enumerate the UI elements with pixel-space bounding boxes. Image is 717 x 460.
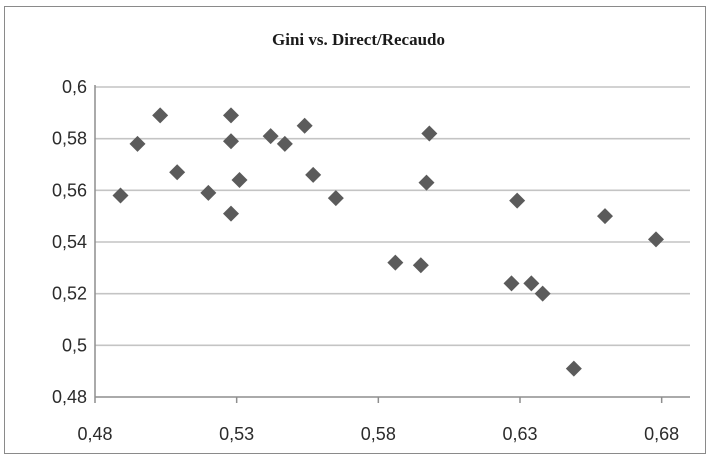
y-axis-ticks: 0,6 0,58 0,56 0,54 0,52 0,5 0,48 (52, 77, 87, 407)
data-points (112, 107, 664, 377)
y-tick-label: 0,52 (52, 284, 87, 304)
data-point (509, 192, 526, 209)
chart-frame (4, 6, 706, 454)
x-tick-label: 0,58 (361, 424, 396, 444)
data-point (262, 128, 279, 145)
data-point (112, 187, 129, 204)
x-axis-ticks: 0,48 0,53 0,58 0,63 0,68 (77, 397, 679, 444)
y-tick-label: 0,56 (52, 180, 87, 200)
data-point (223, 107, 239, 124)
data-point (169, 164, 186, 181)
x-tick-label: 0,48 (77, 424, 112, 444)
data-point (305, 166, 322, 183)
data-point (418, 174, 435, 191)
data-point (296, 117, 313, 134)
gridlines (95, 86, 690, 347)
data-point (503, 275, 520, 292)
data-point (421, 125, 438, 142)
data-point (565, 360, 582, 377)
data-point (534, 285, 551, 302)
data-point (223, 133, 239, 150)
y-tick-label: 0,5 (62, 335, 87, 355)
data-point (412, 257, 429, 274)
x-tick-label: 0,63 (502, 424, 537, 444)
data-point (276, 135, 293, 152)
data-point (327, 190, 344, 207)
data-point (648, 231, 664, 248)
data-point (387, 254, 404, 271)
data-point (523, 275, 540, 292)
y-tick-label: 0,48 (52, 387, 87, 407)
data-point (129, 135, 146, 152)
data-point (200, 184, 217, 201)
x-tick-label: 0,53 (219, 424, 254, 444)
y-tick-label: 0,58 (52, 129, 87, 149)
x-tick-label: 0,68 (644, 424, 679, 444)
data-point (231, 172, 248, 188)
chart-title: Gini vs. Direct/Recaudo (272, 30, 445, 49)
axes (94, 85, 690, 398)
y-tick-label: 0,6 (62, 77, 87, 97)
data-point (597, 208, 613, 225)
y-tick-label: 0,54 (52, 232, 87, 252)
data-point (152, 107, 169, 124)
data-point (223, 205, 239, 222)
